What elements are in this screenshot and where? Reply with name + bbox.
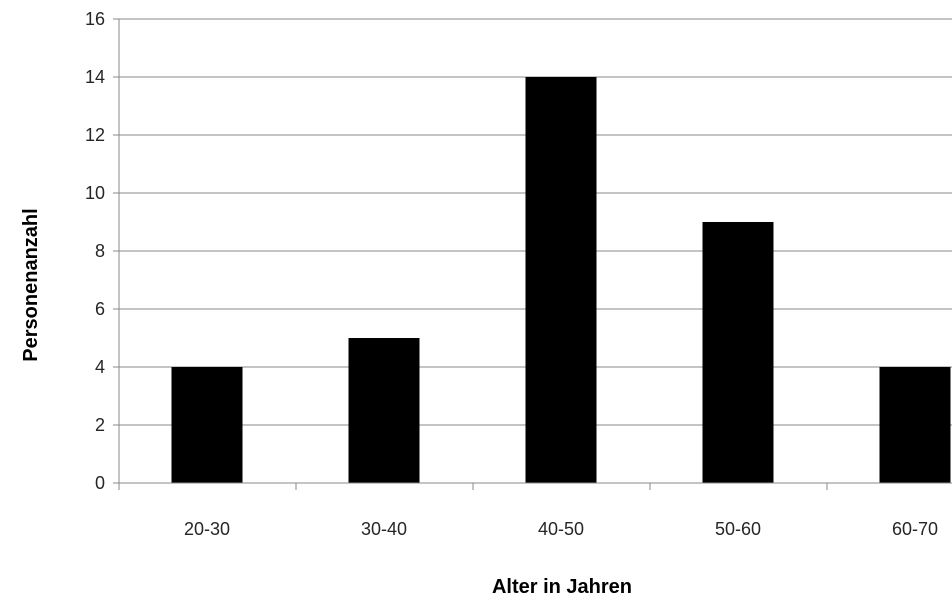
bar-20-30 [171, 367, 243, 483]
x-tick-label: 50-60 [715, 519, 761, 539]
x-tick-label: 30-40 [361, 519, 407, 539]
y-axis-title: Personenanzahl [20, 208, 42, 361]
bar-60-70 [879, 367, 951, 483]
y-tick-label: 16 [85, 9, 105, 29]
bar-30-40 [348, 338, 420, 483]
x-tick-label: 60-70 [892, 519, 938, 539]
bar-50-60 [702, 222, 774, 483]
y-tick-label: 2 [95, 415, 105, 435]
x-axis-tick-labels: 20-30 30-40 40-50 50-60 60-70 [184, 519, 938, 539]
x-tick-label: 40-50 [538, 519, 584, 539]
y-tick-label: 12 [85, 125, 105, 145]
y-tick-label: 14 [85, 67, 105, 87]
x-tick-label: 20-30 [184, 519, 230, 539]
x-axis-title: Alter in Jahren [492, 576, 632, 598]
bar-40-50 [525, 77, 597, 483]
bars [171, 77, 951, 483]
y-tick-label: 10 [85, 183, 105, 203]
y-tick-label: 6 [95, 299, 105, 319]
y-axis-tick-labels: 0 2 4 6 8 10 12 14 16 [85, 9, 105, 493]
y-tick-label: 0 [95, 473, 105, 493]
y-tick-label: 4 [95, 357, 105, 377]
x-axis-ticks [118, 483, 828, 490]
y-tick-label: 8 [95, 241, 105, 261]
